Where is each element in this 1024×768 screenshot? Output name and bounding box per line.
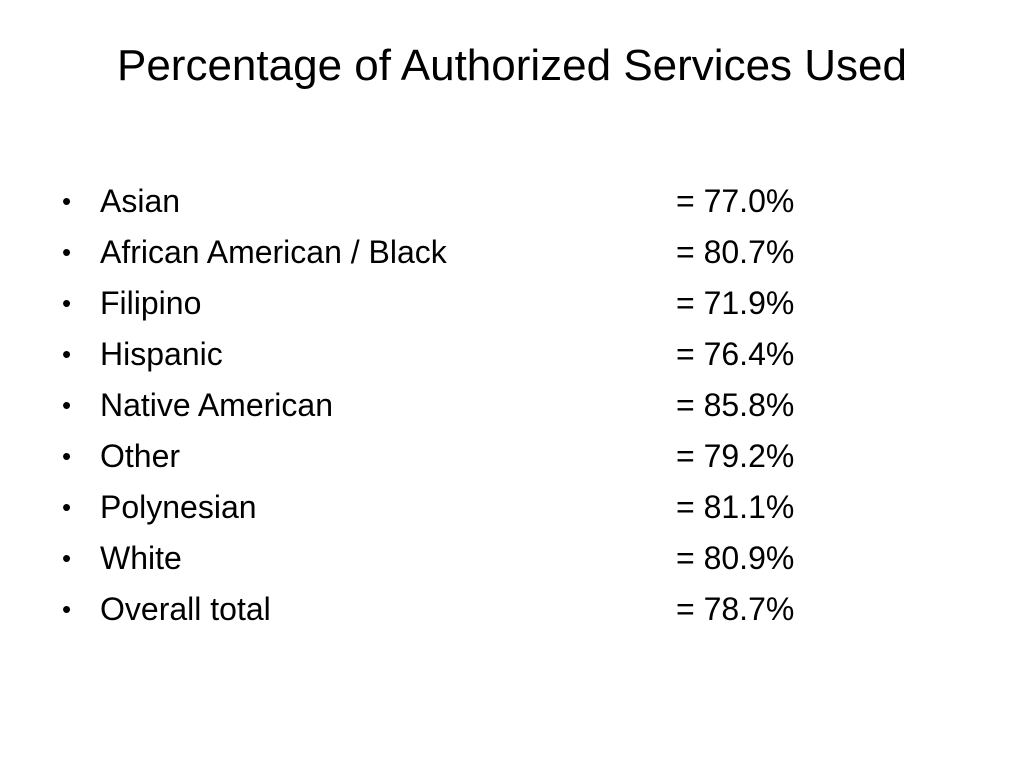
slide-title: Percentage of Authorized Services Used (116, 41, 907, 90)
bullet-label: Native American (100, 387, 333, 423)
bullet-item-native-american: • Native American = 85.8% (56, 380, 916, 431)
bullet-item-asian: • Asian = 77.0% (56, 176, 916, 227)
bullet-list: • Asian = 77.0% • African American / Bla… (56, 176, 916, 635)
bullet-dot-icon: • (62, 543, 72, 573)
bullet-label: Filipino (100, 285, 202, 321)
bullet-value: = 81.1% (676, 489, 795, 525)
bullet-dot-icon: • (62, 237, 72, 267)
bullet-value: = 76.4% (676, 336, 795, 372)
bullet-value: = 80.9% (676, 540, 795, 576)
bullet-dot-icon: • (62, 390, 72, 420)
bullet-label: Hispanic (100, 336, 223, 372)
bullet-label: African American / Black (100, 234, 447, 270)
bullet-value: = 71.9% (676, 285, 795, 321)
bullet-label: Polynesian (100, 489, 257, 525)
bullet-value: = 79.2% (676, 438, 795, 474)
bullet-item-filipino: • Filipino = 71.9% (56, 278, 916, 329)
bullet-dot-icon: • (62, 492, 72, 522)
bullet-dot-icon: • (62, 441, 72, 471)
bullet-value: = 85.8% (676, 387, 795, 423)
bullet-item-other: • Other = 79.2% (56, 431, 916, 482)
bullet-item-african-american-black: • African American / Black = 80.7% (56, 227, 916, 278)
bullet-label: White (100, 540, 182, 576)
bullet-item-polynesian: • Polynesian = 81.1% (56, 482, 916, 533)
bullet-label: Overall total (100, 591, 271, 627)
bullet-label: Other (100, 438, 181, 474)
bullet-label: Asian (100, 183, 181, 219)
bullet-dot-icon: • (62, 339, 72, 369)
bullet-item-overall-total: • Overall total = 78.7% (56, 584, 916, 635)
bullet-value: = 78.7% (676, 591, 795, 627)
bullet-item-hispanic: • Hispanic = 76.4% (56, 329, 916, 380)
bullet-value: = 80.7% (676, 234, 795, 270)
bullet-dot-icon: • (62, 288, 72, 318)
bullet-value: = 77.0% (676, 183, 795, 219)
bullet-item-white: • White = 80.9% (56, 533, 916, 584)
bullet-dot-icon: • (62, 594, 72, 624)
bullet-dot-icon: • (62, 186, 72, 216)
